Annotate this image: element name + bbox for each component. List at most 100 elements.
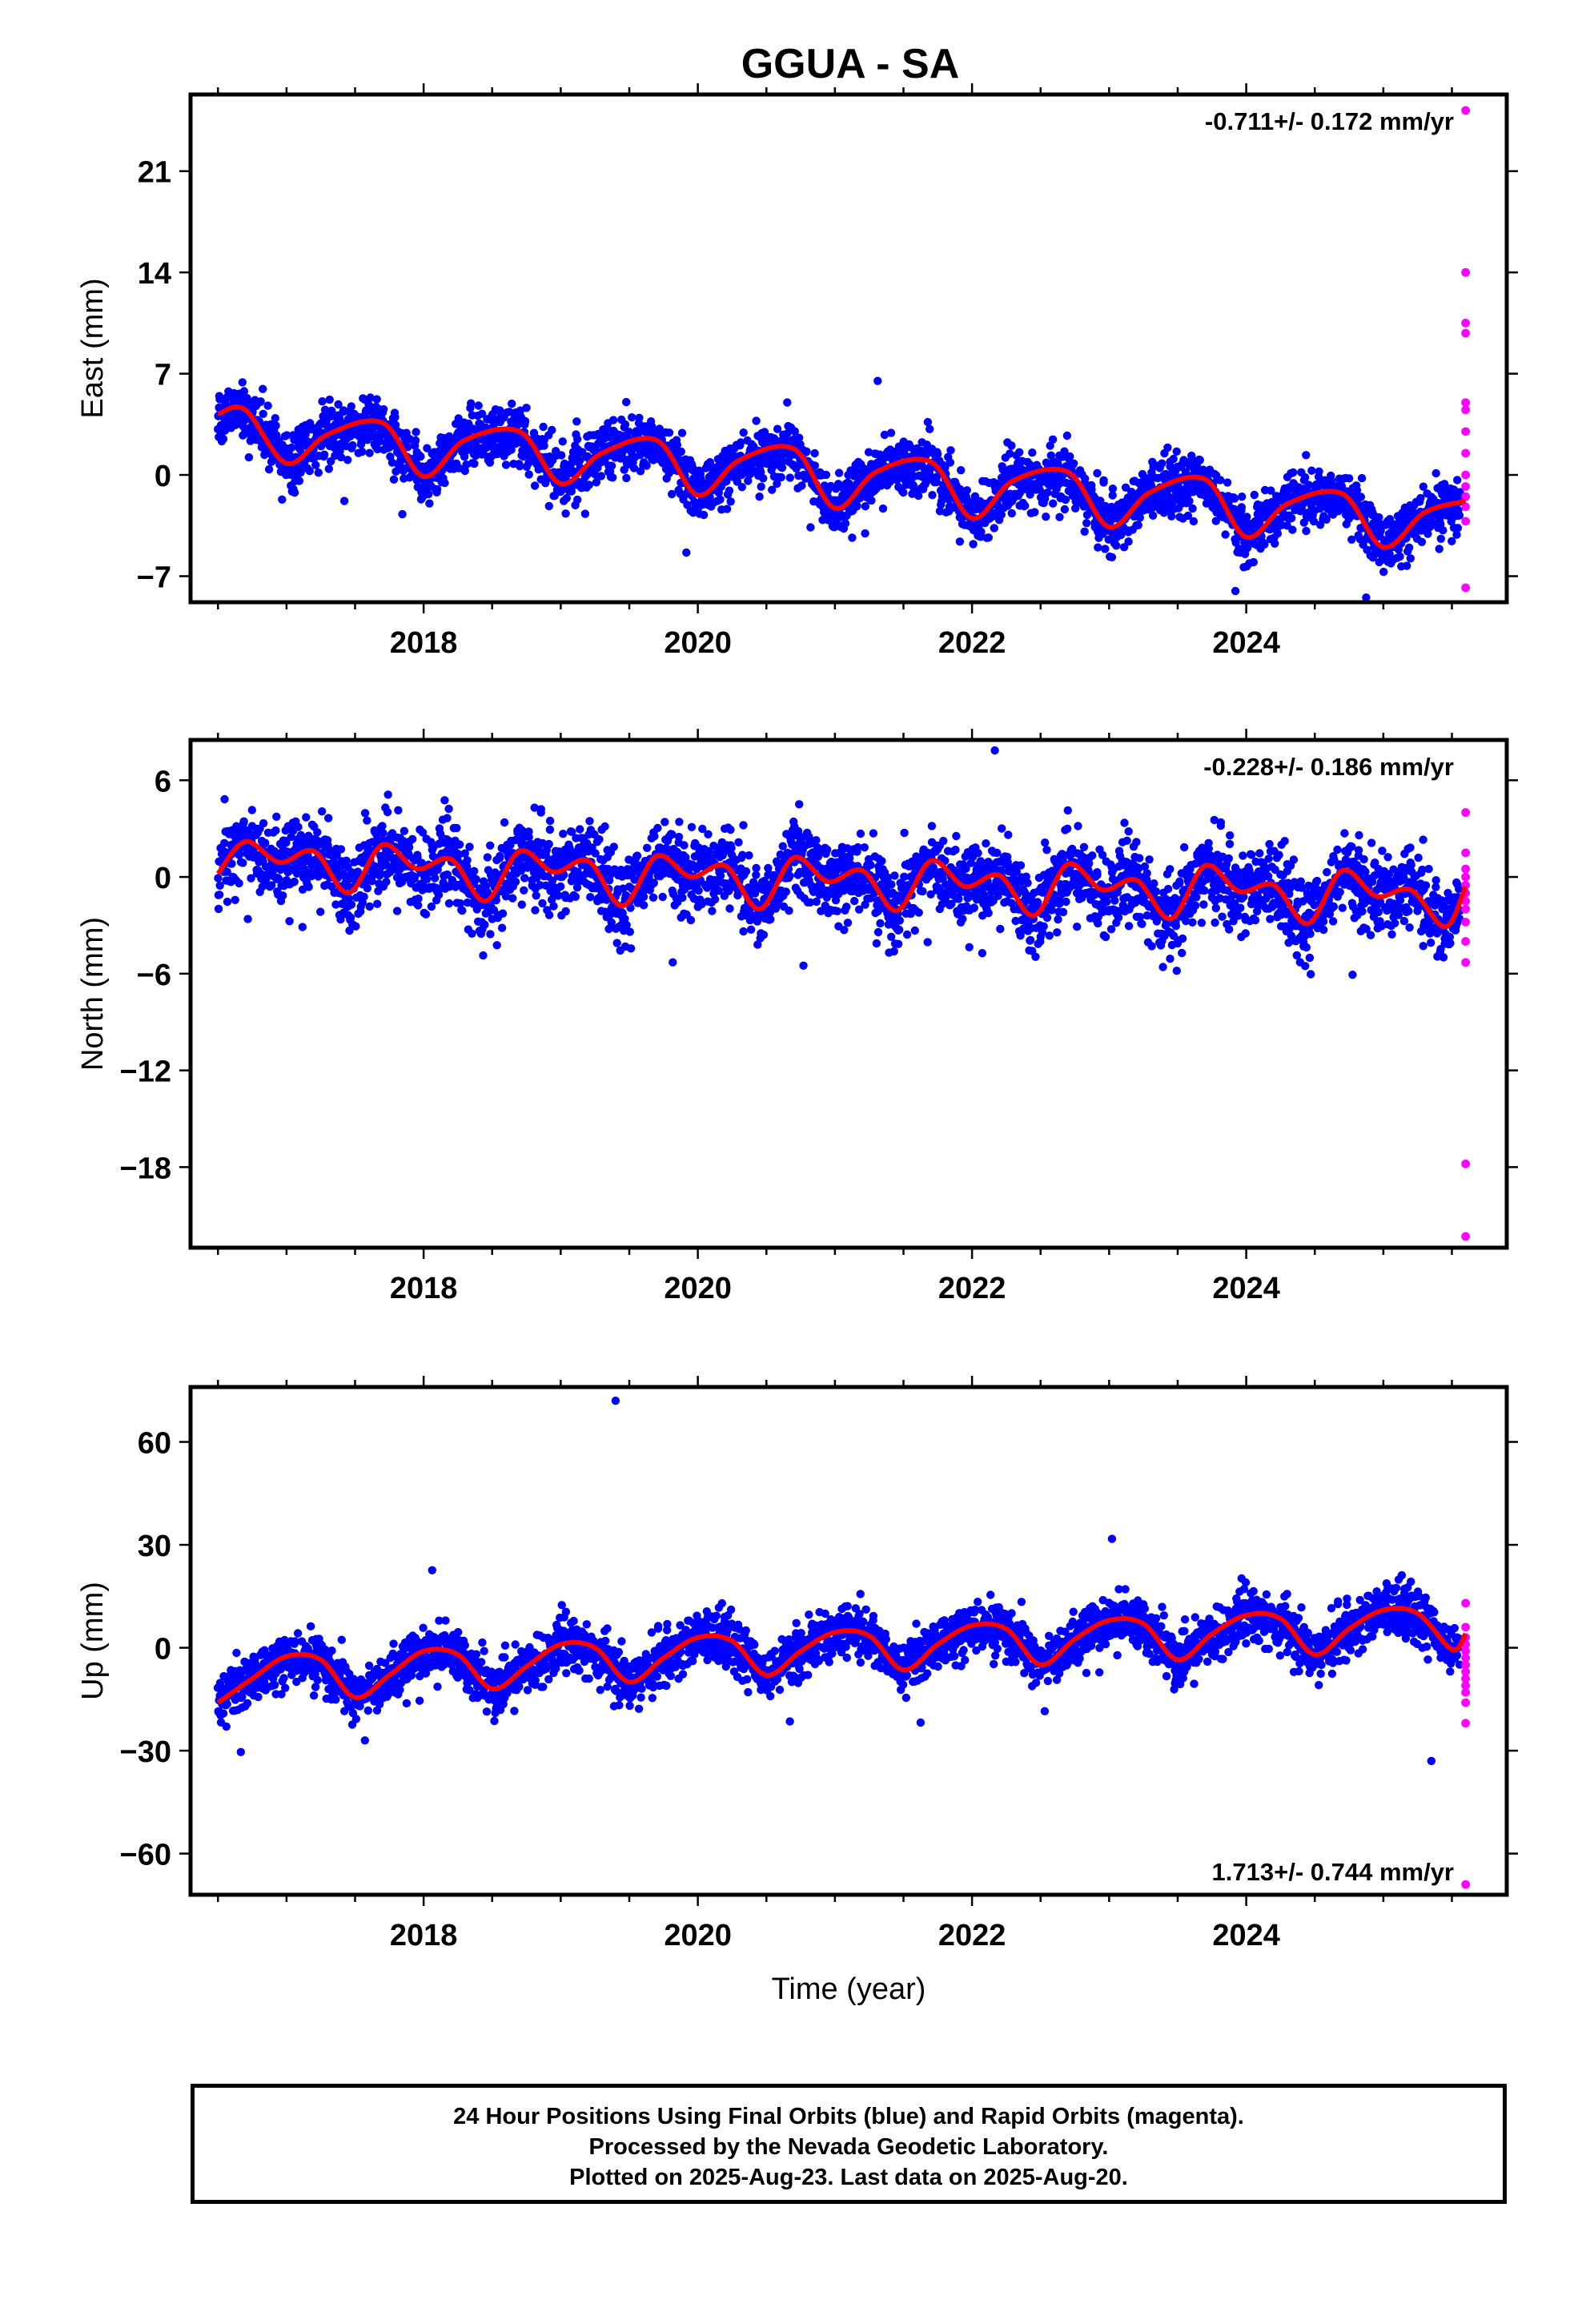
rapid-orbit-point: [1461, 492, 1471, 501]
final-orbit-point: [1300, 472, 1310, 482]
final-orbit-point: [382, 878, 391, 887]
final-orbit-point: [421, 910, 431, 919]
final-orbit-point: [843, 919, 853, 927]
final-orbit-point: [458, 906, 467, 915]
final-orbit-point: [347, 900, 356, 909]
final-orbit-point: [508, 894, 517, 903]
final-orbit-point: [1344, 474, 1354, 483]
final-orbit-point: [778, 456, 787, 466]
final-orbit-point: [650, 832, 659, 841]
final-orbit-point: [686, 915, 696, 925]
final-orbit-point: [853, 501, 861, 510]
final-orbit-point: [1121, 483, 1130, 492]
final-orbit-point: [992, 479, 1001, 489]
final-orbit-point: [625, 927, 634, 936]
final-orbit-point: [472, 875, 480, 884]
final-orbit-point: [1134, 521, 1143, 529]
final-orbit-point: [1417, 537, 1427, 546]
final-orbit-point: [1169, 454, 1178, 464]
final-orbit-point: [893, 939, 903, 949]
final-orbit-point: [856, 829, 865, 838]
final-orbit-point: [223, 867, 231, 876]
final-orbit-point: [799, 961, 808, 971]
final-orbit-point: [1195, 456, 1205, 464]
velocity-label: -0.711+/- 0.172 mm/yr: [1205, 107, 1454, 135]
final-orbit-point: [962, 493, 971, 501]
final-orbit-point: [1015, 448, 1024, 456]
final-orbit-point: [511, 877, 520, 887]
final-orbit-point: [725, 904, 734, 913]
final-orbit-point: [990, 524, 999, 533]
final-orbit-point: [1006, 449, 1014, 458]
final-orbit-point: [1060, 505, 1070, 514]
final-orbit-point: [797, 481, 806, 490]
final-orbit-point: [810, 461, 819, 470]
final-orbit-point: [626, 944, 636, 953]
rapid-orbit-point: [1461, 267, 1471, 277]
final-orbit-point: [243, 915, 252, 923]
final-orbit-point: [1238, 493, 1247, 501]
final-orbit-point: [752, 863, 761, 873]
final-orbit-point: [264, 464, 274, 474]
final-orbit-point: [305, 466, 314, 476]
final-orbit-point: [877, 481, 885, 490]
final-orbit-point: [300, 865, 309, 874]
final-orbit-point: [544, 911, 554, 919]
final-orbit-point: [334, 400, 343, 409]
final-orbit-point: [595, 834, 604, 844]
final-orbit-point: [295, 476, 304, 485]
final-orbit-point: [373, 444, 382, 454]
final-orbit-point: [785, 871, 794, 881]
final-orbit-point: [872, 939, 881, 948]
final-orbit-point: [766, 915, 775, 924]
final-orbit-point: [470, 866, 479, 876]
final-orbit-point: [235, 850, 243, 859]
final-orbit-point: [902, 930, 912, 939]
final-orbit-point: [1288, 525, 1297, 534]
final-orbit-point: [984, 533, 994, 542]
final-orbit-point: [739, 821, 748, 830]
final-orbit-point: [580, 509, 590, 518]
final-orbit-point: [639, 901, 648, 910]
final-orbit-point: [524, 470, 533, 479]
final-orbit-point: [946, 446, 955, 455]
final-orbit-point: [271, 421, 280, 430]
final-orbit-point: [1101, 545, 1110, 553]
final-orbit-point: [348, 440, 357, 450]
final-orbit-point: [1021, 501, 1030, 510]
final-orbit-point: [1188, 504, 1197, 513]
final-orbit-point: [275, 875, 283, 884]
final-orbit-point: [795, 800, 804, 809]
final-orbit-point: [468, 929, 476, 939]
final-orbit-point: [373, 899, 382, 908]
final-orbit-point: [895, 916, 905, 925]
final-orbit-point: [1375, 513, 1383, 522]
final-orbit-point: [1094, 543, 1102, 552]
final-orbit-point: [694, 886, 703, 895]
final-orbit-point: [1108, 491, 1117, 500]
x-tick-label: 2022: [938, 626, 1006, 660]
final-orbit-point: [1250, 490, 1259, 500]
final-orbit-point: [347, 402, 355, 411]
final-orbit-point: [517, 900, 526, 909]
final-orbit-point: [876, 919, 885, 928]
final-orbit-point: [875, 450, 885, 459]
final-orbit-point: [548, 425, 556, 435]
final-orbit-point: [687, 822, 697, 832]
final-orbit-point: [643, 843, 652, 853]
final-orbit-point: [1172, 447, 1181, 456]
final-orbit-point: [739, 428, 748, 437]
final-orbit-point: [259, 384, 267, 393]
final-orbit-point: [649, 879, 658, 887]
final-orbit-point: [1237, 503, 1247, 512]
final-orbit-point: [860, 843, 869, 852]
final-orbit-point: [777, 472, 785, 482]
final-orbit-point: [498, 909, 508, 918]
final-orbit-point: [508, 399, 516, 408]
final-orbit-point: [215, 881, 224, 891]
final-orbit-point: [1455, 511, 1464, 520]
final-orbit-point: [536, 805, 545, 814]
final-orbit-point: [311, 722, 319, 730]
final-orbit-point: [214, 874, 223, 883]
